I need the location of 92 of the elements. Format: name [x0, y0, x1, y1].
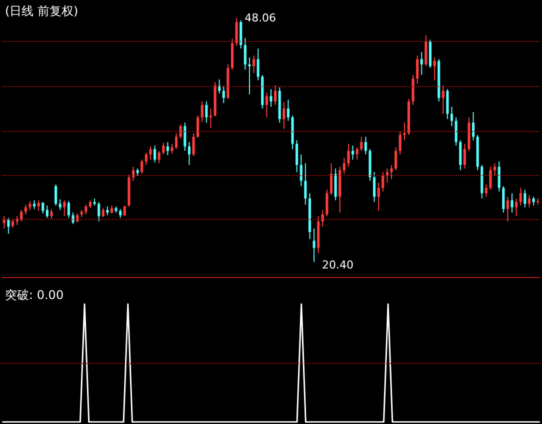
candlestick [63, 200, 66, 217]
candlestick [166, 142, 169, 156]
candlestick [506, 196, 510, 222]
candlestick [188, 142, 191, 166]
candlestick [58, 198, 62, 210]
candlestick [373, 172, 376, 203]
candlestick [252, 55, 256, 74]
candlestick [442, 85, 444, 114]
candlestick [351, 145, 354, 160]
candlestick [510, 192, 514, 214]
candlestick [382, 172, 384, 192]
candlestick [412, 74, 414, 106]
candlestick [158, 150, 160, 164]
candlestick [347, 143, 350, 168]
candlestick [282, 102, 286, 130]
candlestick [240, 20, 242, 50]
candlestick [235, 18, 238, 46]
candlestick [149, 146, 152, 160]
candlestick [356, 146, 358, 160]
candlestick [330, 162, 333, 196]
candlestick [326, 189, 328, 217]
candlestick [54, 184, 58, 206]
candlestick [7, 217, 10, 234]
candlestick [489, 166, 492, 190]
annotation: 20.40 [322, 258, 354, 272]
candlestick [244, 37, 246, 70]
candlestick [300, 154, 302, 187]
candlestick [154, 145, 156, 163]
candlestick [222, 86, 225, 104]
candlestick [270, 88, 272, 108]
candlestick [265, 92, 268, 118]
candlestick [286, 99, 290, 122]
candlestick [20, 209, 23, 222]
candlestick [274, 85, 277, 106]
candlestick [50, 208, 53, 220]
candlestick [420, 52, 423, 76]
candlestick [519, 187, 522, 206]
candlestick [377, 182, 380, 212]
candlestick [170, 143, 174, 154]
candlestick [2, 216, 6, 229]
candlestick [37, 200, 40, 212]
candlestick [98, 202, 100, 222]
chart-title: 突破: 0.00 [5, 288, 64, 302]
candlestick [304, 162, 307, 206]
candlestick [72, 212, 74, 225]
candlestick [205, 100, 208, 124]
candlestick [459, 140, 462, 171]
candlestick [342, 157, 346, 174]
candlestick [502, 186, 505, 214]
annotation: 48.06 [244, 12, 276, 24]
candlestick [179, 124, 182, 139]
candlestick [67, 200, 70, 218]
candlestick [42, 202, 44, 214]
candlestick [175, 132, 178, 150]
candlestick [192, 132, 195, 157]
candlestick [416, 55, 419, 84]
candlestick [296, 140, 298, 173]
candlestick [312, 228, 316, 262]
candlestick [360, 136, 363, 152]
candlestick [515, 198, 518, 217]
candlestick [528, 194, 531, 208]
candlestick [84, 204, 88, 215]
candlestick [184, 122, 186, 152]
candlestick [390, 164, 393, 180]
candlestick [498, 160, 500, 192]
candlestick [196, 115, 200, 138]
candlestick [200, 100, 204, 122]
candlestick [209, 108, 212, 128]
candlestick [463, 143, 466, 169]
candlestick [364, 136, 367, 155]
candlestick [256, 48, 260, 81]
candlestick [484, 184, 488, 198]
candlestick [433, 56, 436, 81]
candlestick [46, 205, 48, 218]
candlestick [123, 205, 126, 217]
candlestick [140, 159, 144, 174]
candlestick [248, 56, 251, 95]
candlestick [472, 112, 475, 141]
candlestick [321, 209, 324, 228]
candlestick [524, 189, 526, 208]
candlestick [403, 122, 406, 141]
candlestick [446, 88, 449, 120]
candlestick [162, 142, 165, 155]
chart-title: (日线 前复权) [5, 4, 78, 18]
candlestick [334, 168, 337, 201]
candlestick [144, 152, 148, 166]
candlestick [424, 34, 428, 67]
candlestick [494, 162, 496, 176]
candlestick [450, 106, 454, 127]
candlestick [454, 116, 458, 146]
candlestick [394, 146, 398, 171]
candlestick [398, 130, 402, 155]
